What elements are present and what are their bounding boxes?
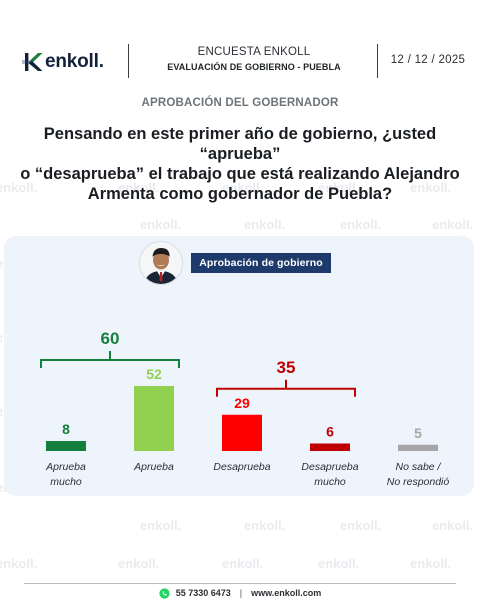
bar bbox=[222, 414, 262, 451]
header: enkoll. ENCUESTA ENKOLL EVALUACIÓN DE GO… bbox=[0, 40, 480, 84]
category-label: No sabe / bbox=[396, 461, 442, 473]
bar-value-label: 6 bbox=[326, 424, 334, 440]
brand-name: enkoll. bbox=[45, 51, 104, 72]
header-divider-left bbox=[128, 44, 129, 78]
group-total-label: 60 bbox=[101, 329, 120, 348]
group-bracket bbox=[40, 351, 180, 368]
chart-card bbox=[4, 236, 474, 496]
question-line-2: o “desaprueba” el trabajo que está reali… bbox=[20, 165, 460, 183]
bar-value-label: 5 bbox=[414, 425, 422, 441]
footer-divider bbox=[24, 583, 456, 584]
survey-date: 12 / 12 / 2025 bbox=[390, 54, 466, 66]
governor-photo bbox=[139, 241, 183, 285]
section-title: APROBACIÓN DEL GOBERNADOR bbox=[141, 97, 339, 109]
bar-value-label: 52 bbox=[146, 366, 162, 382]
question-line-3: Armenta como gobernador de Puebla? bbox=[87, 185, 393, 203]
header-divider-right bbox=[377, 44, 378, 78]
footer-phone: 55 7330 6473 bbox=[175, 588, 231, 598]
bar bbox=[134, 386, 174, 451]
survey-title: ENCUESTA ENKOLL bbox=[197, 46, 311, 58]
category-label: mucho bbox=[314, 476, 346, 488]
chart-label: Aprobación de gobierno bbox=[191, 253, 331, 273]
category-label: No respondió bbox=[387, 476, 450, 488]
survey-subtitle: EVALUACIÓN DE GOBIERNO - PUEBLA bbox=[167, 62, 341, 72]
bar bbox=[310, 443, 350, 451]
group-total-label: 35 bbox=[277, 358, 296, 377]
footer-website[interactable]: www.enkoll.com bbox=[251, 588, 322, 598]
bar-value-label: 8 bbox=[62, 421, 70, 437]
question-line-1: Pensando en este primer año de gobierno,… bbox=[43, 125, 437, 163]
category-label: Aprueba bbox=[133, 461, 174, 473]
category-label: Desaprueba bbox=[213, 461, 270, 473]
enkoll-k-logo-icon bbox=[22, 53, 43, 71]
category-label: mucho bbox=[50, 476, 82, 488]
whatsapp-icon bbox=[159, 587, 170, 599]
governor-portrait-icon bbox=[140, 242, 182, 284]
category-label: Desaprueba bbox=[301, 461, 358, 473]
survey-question: Pensando en este primer año de gobierno,… bbox=[10, 124, 470, 204]
bar bbox=[398, 444, 438, 451]
category-label: Aprueba bbox=[45, 461, 86, 473]
header-center: ENCUESTA ENKOLL EVALUACIÓN DE GOBIERNO -… bbox=[135, 46, 373, 72]
bar bbox=[46, 441, 86, 451]
footer: 55 7330 6473 | www.enkoll.com bbox=[0, 587, 480, 599]
group-bracket bbox=[216, 379, 356, 397]
footer-separator: | bbox=[239, 588, 243, 598]
bar-value-label: 29 bbox=[234, 395, 250, 411]
enkoll-logo: enkoll. bbox=[22, 51, 104, 73]
